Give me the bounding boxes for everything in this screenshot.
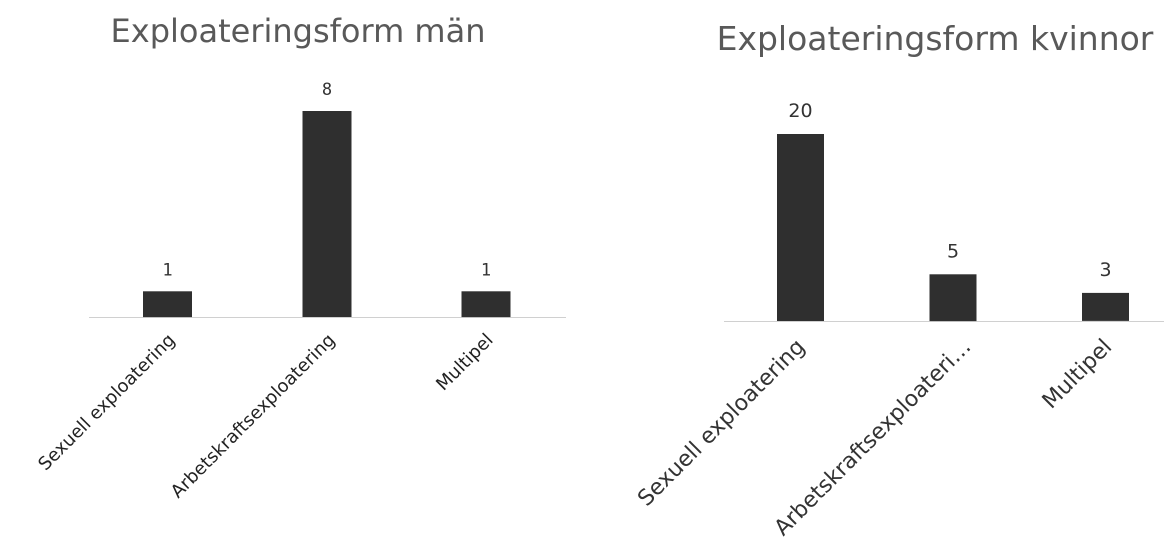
chart-men-tick-label-1: Sexuell exploatering — [34, 330, 179, 475]
chart-women-tick-label-1: Sexuell exploatering — [633, 335, 810, 512]
chart-men: Exploateringsform män 1 8 1 Sexuell exploa… — [34, 12, 566, 502]
chart-women-data-label-1: 20 — [788, 100, 812, 122]
chart-women-bars — [777, 134, 1129, 322]
chart-men-data-label-3: 1 — [481, 260, 491, 280]
chart-men-tick-label-3: Multipel — [432, 330, 497, 395]
chart-men-bar-3 — [461, 291, 511, 318]
chart-women-title: Exploateringsform kvinnor — [717, 19, 1154, 58]
chart-women-tick-label-3: Multipel — [1038, 335, 1117, 414]
chart-men-bar-1 — [143, 291, 192, 318]
chart-women-data-label-3: 3 — [1099, 259, 1111, 281]
chart-men-tick-labels: Sexuell exploateringArbetskraftsexploate… — [34, 330, 497, 503]
chart-men-data-label-2: 8 — [322, 80, 332, 100]
chart-men-tick-label-2: Arbetskraftsexploatering — [167, 330, 340, 503]
chart-men-bars — [143, 111, 511, 318]
chart-women-bar-3 — [1082, 292, 1129, 321]
chart-women-tick-labels: Sexuell exploateringArbetskraftsexploate… — [633, 335, 1117, 541]
chart-women-data-label-2: 5 — [947, 240, 959, 262]
chart-women-bar-1 — [777, 134, 824, 321]
chart-women-bar-2 — [929, 274, 977, 322]
chart-men-title: Exploateringsform män — [111, 12, 486, 50]
chart-men-data-label-1: 1 — [162, 260, 172, 280]
chart-men-bar-2 — [302, 111, 352, 317]
chart-women-tick-label-2: Arbetskraftsexploateri… — [770, 335, 976, 541]
chart-men-data-labels: 1 8 1 — [162, 80, 491, 280]
